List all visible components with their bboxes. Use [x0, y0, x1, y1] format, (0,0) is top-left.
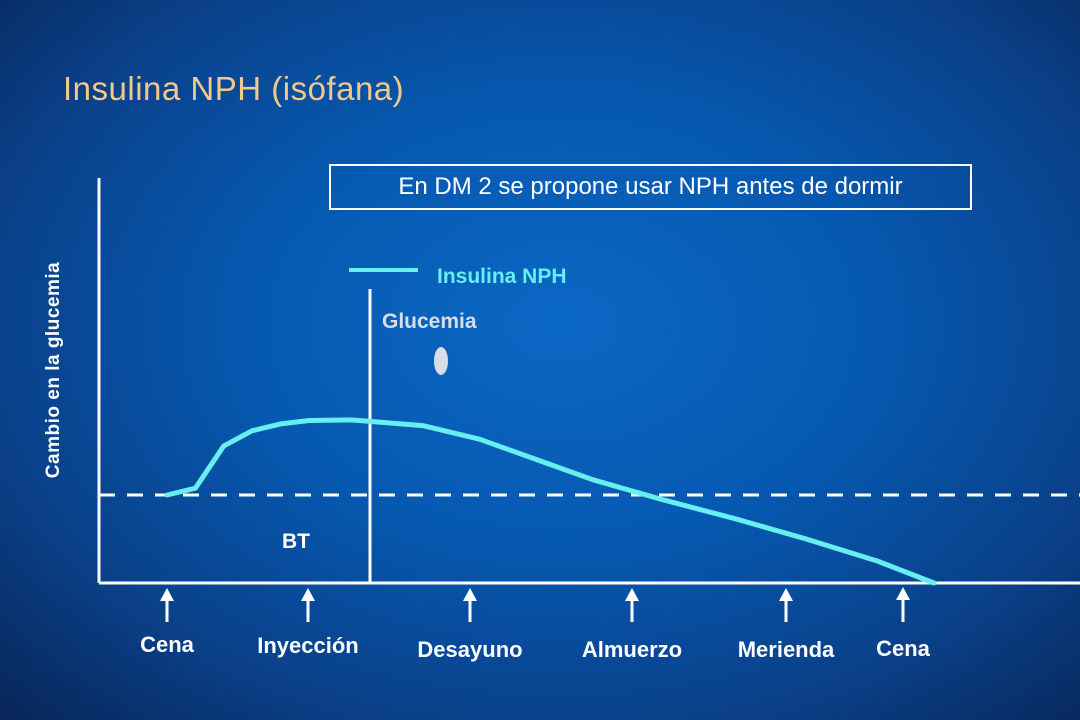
- x-tick-label-cena-2: Cena: [876, 636, 930, 661]
- time-arrow: [160, 588, 174, 622]
- time-arrow: [301, 588, 315, 622]
- x-tick-label-almuerzo: Almuerzo: [581, 637, 683, 662]
- slide-title: Insulina NPH (isófana): [63, 70, 405, 107]
- x-tick-label-cena: Cena: [140, 632, 194, 657]
- series-insulina-nph-line: [164, 417, 937, 586]
- legend-glucemia-label: Glucemia: [382, 310, 477, 333]
- time-arrow: [896, 587, 910, 622]
- legend-glucemia-dot: [434, 347, 448, 375]
- note-box: En DM 2 se propone usar NPH antes de dor…: [329, 164, 972, 210]
- time-arrow: [625, 588, 639, 622]
- time-arrow: [463, 588, 477, 622]
- time-arrow: [779, 588, 793, 622]
- baseline-label-bt: BT: [282, 530, 310, 553]
- x-tick-label-merienda: Merienda: [737, 637, 835, 662]
- x-tick-label-desayuno: Desayuno: [417, 637, 523, 662]
- time-arrows: [160, 587, 910, 622]
- legend-insulin-label: Insulina NPH: [437, 265, 567, 288]
- x-tick-label-inyeccion: Inyección: [257, 633, 359, 658]
